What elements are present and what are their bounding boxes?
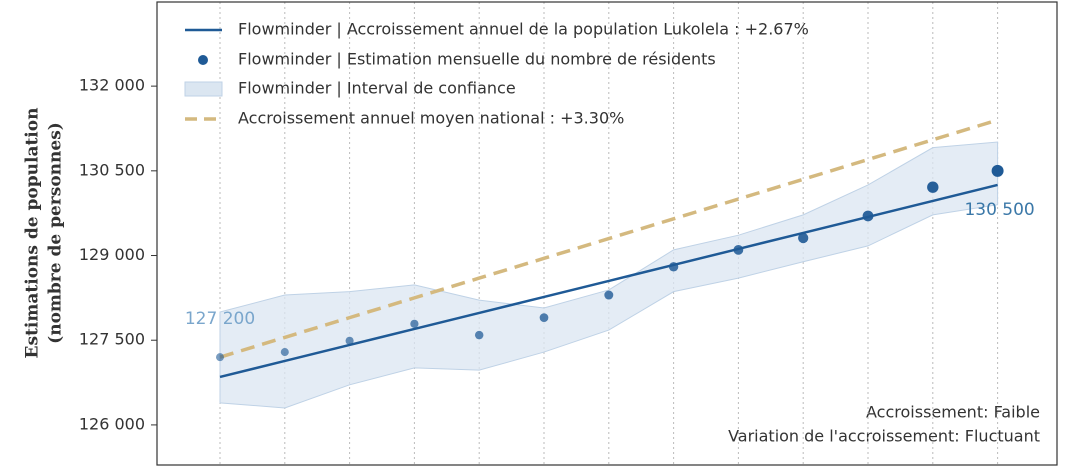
y-axis-label: Estimations de population bbox=[23, 108, 43, 359]
y-tick-label: 126 000 bbox=[79, 414, 145, 433]
point bbox=[474, 330, 484, 340]
point bbox=[539, 313, 549, 322]
legend-label: Accroissement annuel moyen national : +3… bbox=[238, 109, 624, 128]
point bbox=[410, 319, 419, 328]
y-tick-label: 132 000 bbox=[79, 76, 145, 95]
data-label: 130 500 bbox=[964, 200, 1034, 220]
point bbox=[668, 262, 679, 272]
legend-swatch bbox=[184, 81, 223, 97]
y-tick-label: 129 000 bbox=[79, 245, 145, 264]
legend-label: Flowminder | Accroissement annuel de la … bbox=[238, 20, 809, 39]
data-label: 127 200 bbox=[185, 309, 255, 329]
y-tick-label: 127 500 bbox=[79, 330, 145, 349]
y-tick-label: 130 500 bbox=[79, 160, 145, 179]
y-axis-label: (nombre de personnes) bbox=[46, 122, 66, 344]
point bbox=[345, 336, 354, 345]
annotation: Variation de l'accroissement: Fluctuant bbox=[728, 427, 1040, 446]
plot-frame bbox=[156, 1, 1058, 466]
point bbox=[733, 244, 744, 255]
national-trend-line bbox=[219, 118, 999, 359]
annotation: Accroissement: Faible bbox=[866, 403, 1040, 422]
point bbox=[927, 181, 939, 193]
point bbox=[604, 290, 614, 300]
point bbox=[280, 348, 289, 357]
point bbox=[216, 353, 224, 362]
legend-label: Flowminder | Estimation mensuelle du nom… bbox=[238, 50, 716, 69]
legend-swatch bbox=[198, 55, 208, 65]
point bbox=[862, 210, 874, 222]
legend-label: Flowminder | Interval de confiance bbox=[238, 79, 516, 98]
point bbox=[798, 232, 809, 244]
confidence-band bbox=[219, 141, 999, 409]
point bbox=[991, 164, 1004, 177]
